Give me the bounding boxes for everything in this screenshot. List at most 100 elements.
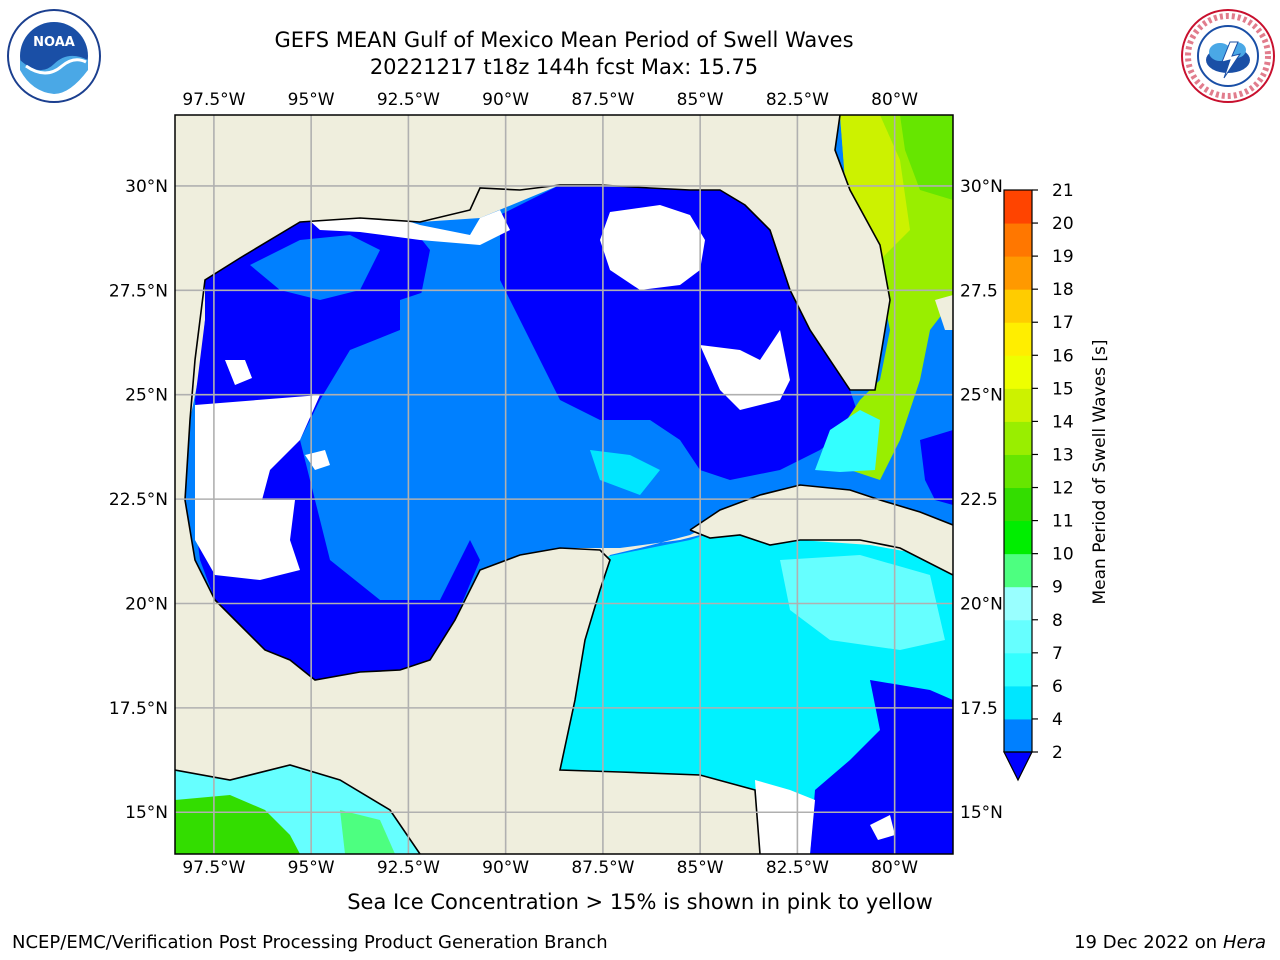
colorbar-tick-label: 14 xyxy=(1052,412,1074,432)
lon-tick-label-bottom: 92.5°W xyxy=(377,858,440,878)
low-period-region-se xyxy=(810,680,953,854)
lat-tick-label-right: 20°N xyxy=(960,594,1003,614)
colorbar-segment xyxy=(1004,685,1032,720)
colorbar-tick-label: 8 xyxy=(1052,611,1063,631)
lon-tick-label-top: 80°W xyxy=(871,90,918,110)
chart-subtitle: 20221217 t18z 144h fcst Max: 15.75 xyxy=(369,55,759,79)
colorbar-tick-label: 13 xyxy=(1052,445,1074,465)
colorbar-segment xyxy=(1004,421,1032,455)
lat-tick-label-right: 27.5 xyxy=(960,281,998,301)
lon-tick-label-top: 90°W xyxy=(482,90,529,110)
pacific-green-patch xyxy=(175,795,300,854)
lat-tick-label-right: 17.5 xyxy=(960,699,998,719)
lat-tick-label-right: 30°N xyxy=(960,177,1003,197)
chart-title: GEFS MEAN Gulf of Mexico Mean Period of … xyxy=(274,28,854,52)
lon-tick-label-bottom: 85°W xyxy=(677,858,724,878)
footer-date: 19 Dec 2022 on Hera xyxy=(1074,932,1266,953)
colorbar-tick-label: 15 xyxy=(1052,379,1074,399)
colorbar-segment xyxy=(1004,520,1032,555)
lon-tick-label-top: 87.5°W xyxy=(571,90,634,110)
noaa-logo: NOAA xyxy=(7,9,101,103)
colorbar-segment xyxy=(1004,223,1032,257)
lat-tick-label-left: 22.5°N xyxy=(109,490,168,510)
caribbean-pale-patch xyxy=(780,555,945,650)
florida-keys-land xyxy=(935,295,953,330)
lat-tick-label-right: 15°N xyxy=(960,803,1003,823)
colorbar-segment xyxy=(1004,388,1032,422)
colorbar-tick-label: 2 xyxy=(1052,743,1063,763)
lat-tick-label-left: 15°N xyxy=(125,803,168,823)
us-gulf-coast-land xyxy=(175,115,890,500)
lon-tick-label-bottom: 97.5°W xyxy=(182,858,245,878)
colorbar-tick-label: 20 xyxy=(1052,214,1074,234)
colorbar-tick-label: 4 xyxy=(1052,710,1063,730)
colorbar-segment xyxy=(1004,256,1032,290)
nws-logo xyxy=(1181,9,1275,103)
lon-tick-label-bottom: 95°W xyxy=(288,858,335,878)
lon-tick-label-bottom: 90°W xyxy=(482,858,529,878)
atlantic-green xyxy=(900,115,953,200)
lon-tick-label-top: 82.5°W xyxy=(766,90,829,110)
colorbar-extend-min xyxy=(1003,751,1033,782)
footer-machine: Hera xyxy=(1222,932,1266,953)
colorbar-tick-label: 17 xyxy=(1052,313,1074,333)
lat-tick-label-left: 27.5°N xyxy=(109,281,168,301)
colorbar-segment xyxy=(1004,619,1032,654)
colorbar-segment xyxy=(1004,652,1032,687)
atlantic-yellow-green xyxy=(840,115,910,260)
colorbar: 2 4 6 7 8 9 10 11 12 13 14 15 16 17 18 19 20 21 xyxy=(1003,181,1074,782)
lat-tick-label-left: 25°N xyxy=(125,386,168,406)
pacific-green-patch-2 xyxy=(340,810,395,854)
cyan-patch-gulf xyxy=(590,450,660,495)
map-gridlines xyxy=(175,115,953,854)
lat-tick-label-right: 22.5 xyxy=(960,490,998,510)
coastlines xyxy=(175,115,953,854)
colorbar-segment xyxy=(1004,190,1032,224)
low-period-region-keys xyxy=(920,430,953,505)
colorbar-tick-label: 10 xyxy=(1052,545,1074,565)
colorbar-tick-label: 12 xyxy=(1052,479,1074,499)
colorbar-segment xyxy=(1004,355,1032,389)
cuba-land xyxy=(690,485,953,575)
mid-period-patch-2 xyxy=(400,280,520,400)
lon-tick-label-bottom: 87.5°W xyxy=(571,858,634,878)
lon-tick-label-bottom: 82.5°W xyxy=(766,858,829,878)
colorbar-tick-label: 18 xyxy=(1052,280,1074,300)
lat-tick-label-left: 30°N xyxy=(125,177,168,197)
colorbar-tick-label: 21 xyxy=(1052,181,1074,201)
lon-tick-label-bottom: 80°W xyxy=(871,858,918,878)
colorbar-tick-label: 11 xyxy=(1052,512,1074,532)
footer-branch: NCEP/EMC/Verification Post Processing Pr… xyxy=(12,932,608,953)
colorbar-segment xyxy=(1004,322,1032,356)
colorbar-segment xyxy=(1004,586,1032,621)
lat-tick-label-left: 17.5°N xyxy=(109,699,168,719)
lon-tick-label-top: 92.5°W xyxy=(377,90,440,110)
lon-tick-label-top: 95°W xyxy=(288,90,335,110)
lon-tick-label-top: 97.5°W xyxy=(182,90,245,110)
noaa-logo-text: NOAA xyxy=(33,35,75,50)
colorbar-segment xyxy=(1004,718,1032,753)
lat-tick-label-right: 25°N xyxy=(960,386,1003,406)
colorbar-segment xyxy=(1004,487,1032,522)
mexico-land xyxy=(175,500,760,854)
lat-tick-label-left: 20°N xyxy=(125,594,168,614)
colorbar-segment xyxy=(1004,289,1032,323)
map-tick-labels: 97.5°W 97.5°W 95°W 95°W 92.5°W 92.5°W 90°W 90°W… xyxy=(109,90,1003,878)
florida-straits-cyan xyxy=(815,410,880,472)
lon-tick-label-top: 85°W xyxy=(677,90,724,110)
no-data-regions xyxy=(195,205,895,854)
sea-ice-footnote: Sea Ice Concentration > 15% is shown in … xyxy=(347,890,933,914)
map-area xyxy=(175,115,953,854)
colorbar-tick-label: 6 xyxy=(1052,677,1063,697)
mid-period-patch-1 xyxy=(250,235,380,300)
low-period-region-north xyxy=(500,185,860,480)
footer-date-text: 19 Dec 2022 on xyxy=(1074,932,1218,953)
colorbar-tick-label: 16 xyxy=(1052,346,1074,366)
colorbar-label: Mean Period of Swell Waves [s] xyxy=(1090,340,1110,605)
colorbar-segment xyxy=(1004,553,1032,588)
colorbar-frame xyxy=(1003,189,1033,753)
colorbar-tick-label: 9 xyxy=(1052,578,1063,598)
colorbar-tick-label: 19 xyxy=(1052,247,1074,267)
map-frame xyxy=(174,114,954,855)
